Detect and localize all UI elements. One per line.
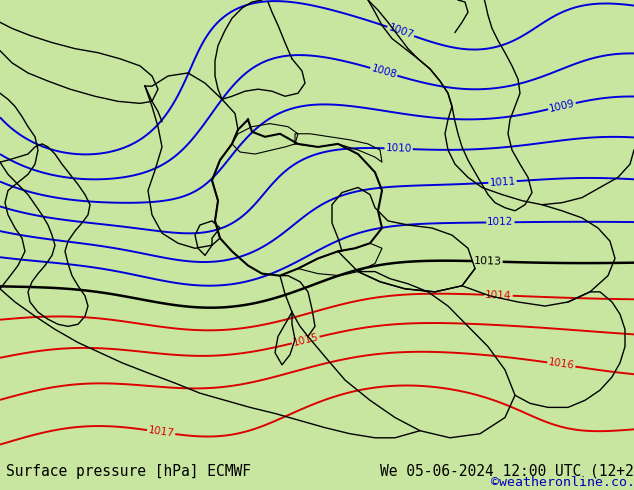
Text: 1017: 1017 [147,425,175,439]
Text: 1011: 1011 [489,176,516,188]
Text: ©weatheronline.co.uk: ©weatheronline.co.uk [491,476,634,489]
Text: 1013: 1013 [474,256,502,267]
Text: 1008: 1008 [370,63,398,80]
Text: 1015: 1015 [292,332,320,348]
Text: 1010: 1010 [385,143,412,154]
Text: 1009: 1009 [548,98,576,114]
Text: 1012: 1012 [487,217,514,227]
Text: 1016: 1016 [548,358,575,371]
Text: 1007: 1007 [387,23,415,41]
Text: We 05-06-2024 12:00 UTC (12+24): We 05-06-2024 12:00 UTC (12+24) [380,464,634,479]
Text: 1014: 1014 [485,290,512,301]
Text: Surface pressure [hPa] ECMWF: Surface pressure [hPa] ECMWF [6,464,251,479]
